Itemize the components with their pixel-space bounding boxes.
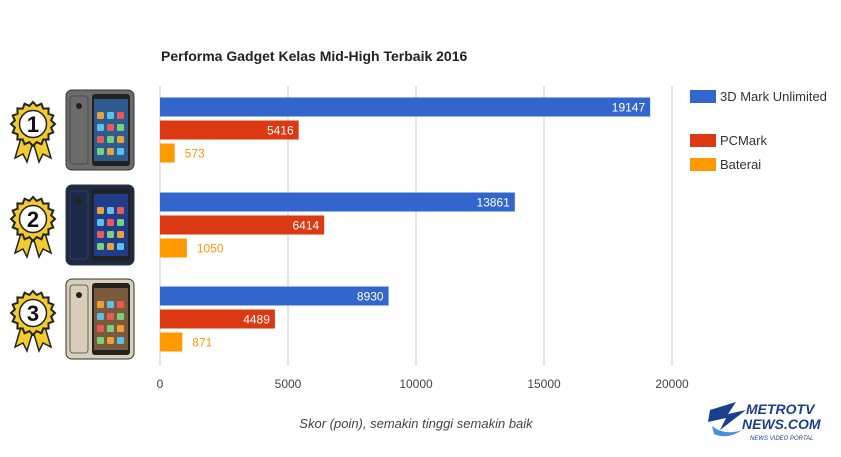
bar-3d-mark-unlimited xyxy=(160,286,389,306)
legend-label: 3D Mark Unlimited xyxy=(720,89,827,104)
data-label: 19147 xyxy=(612,101,646,115)
data-label: 573 xyxy=(185,147,205,161)
x-axis-label: Skor (poin), semakin tinggi semakin baik xyxy=(299,416,533,431)
logo-brand-line2: NEWS.COM xyxy=(742,416,821,432)
phone-image xyxy=(65,278,135,360)
logo-eagle-icon xyxy=(708,402,746,430)
chart-title: Performa Gadget Kelas Mid-High Terbaik 2… xyxy=(161,48,468,64)
data-label: 13861 xyxy=(476,196,510,210)
bar-baterai xyxy=(160,332,183,352)
legend-swatch xyxy=(690,158,716,171)
legend-swatch xyxy=(690,90,716,103)
x-tick-labels: 0 5000 10000 15000 20000 xyxy=(157,377,689,391)
data-label: 4489 xyxy=(243,313,270,327)
phone-images xyxy=(65,89,135,360)
bar-baterai xyxy=(160,143,175,163)
x-tick-label: 10000 xyxy=(399,377,433,391)
rank-medal-icon: 3 xyxy=(9,289,57,354)
bar-3d-mark-unlimited xyxy=(160,97,651,117)
rank-medal-icon: 1 xyxy=(9,100,57,165)
logo-tagline: NEWS VIDEO PORTAL xyxy=(750,436,813,442)
data-label: 1050 xyxy=(197,242,224,256)
legend-swatch xyxy=(690,134,716,147)
bars: 19147 5416 573 13861 6414 1050 8930 4489 871 xyxy=(160,97,651,352)
data-label: 5416 xyxy=(267,124,294,138)
x-tick-label: 15000 xyxy=(527,377,561,391)
bar-pcmark xyxy=(160,120,299,140)
x-tick-label: 0 xyxy=(157,377,164,391)
bar-3d-mark-unlimited xyxy=(160,192,515,212)
rank-number: 2 xyxy=(27,207,39,232)
logo-swoosh-icon xyxy=(712,426,742,437)
phone-image xyxy=(65,184,135,266)
data-label: 871 xyxy=(192,336,212,350)
rank-number: 1 xyxy=(27,112,39,137)
bar-baterai xyxy=(160,238,187,258)
x-tick-label: 5000 xyxy=(275,377,302,391)
logo-brand-line1: METROTV xyxy=(746,401,816,417)
legend-label: PCMark xyxy=(720,133,767,148)
x-tick-label: 20000 xyxy=(655,377,689,391)
phone-image xyxy=(65,89,135,171)
rank-number: 3 xyxy=(27,301,39,326)
bar-pcmark xyxy=(160,215,325,235)
legend-label: Baterai xyxy=(720,157,762,172)
metrotvnews-logo: METROTV NEWS.COM NEWS VIDEO PORTAL xyxy=(708,401,821,442)
rank-medal-icon: 2 xyxy=(9,195,57,260)
bar-pcmark xyxy=(160,309,275,329)
data-label: 8930 xyxy=(357,290,384,304)
rank-medals: 1 2 3 xyxy=(9,100,57,354)
data-label: 6414 xyxy=(292,219,319,233)
